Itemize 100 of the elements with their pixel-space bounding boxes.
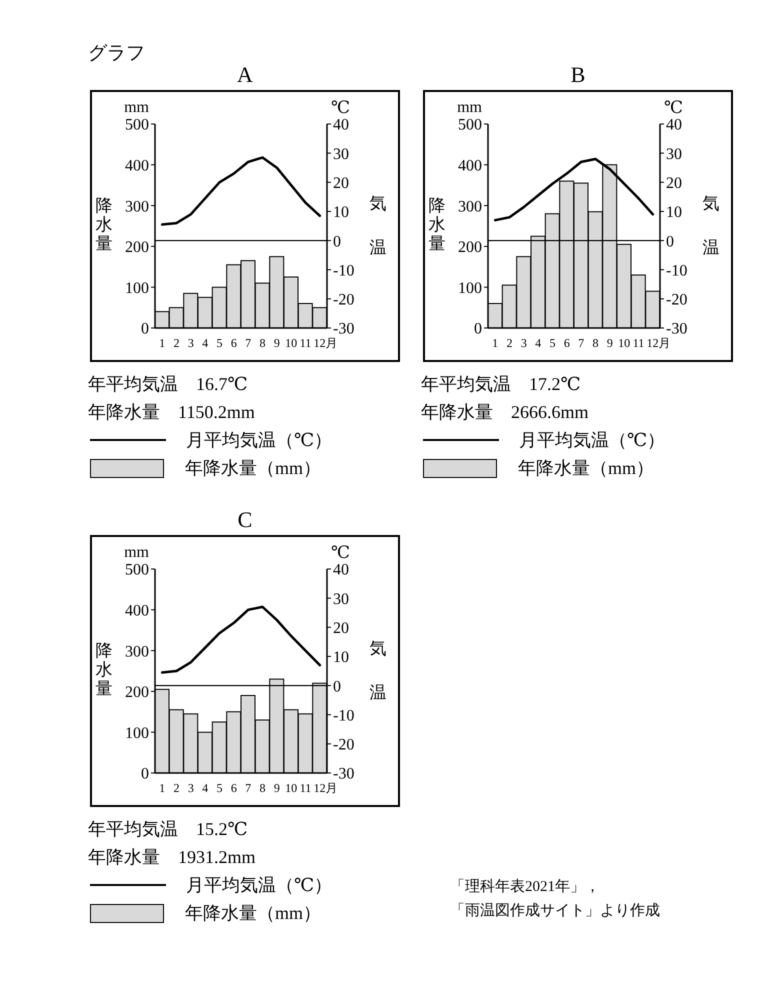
text: 「雨温図作成サイト」より作成 [450,902,660,921]
x-tick-label: 11 [632,336,644,350]
y-tick-label: 100 [458,280,482,297]
y2-tick-label: 30 [333,590,349,608]
y2-tick-label: 10 [666,204,682,222]
y2-tick-label: 20 [666,174,682,192]
text: mm [124,99,149,117]
y2-tick-label: 40 [666,116,682,134]
x-tick-label: 10 [285,781,298,795]
y2-tick-label: -20 [333,736,354,754]
y-tick-label: 0 [141,320,149,338]
x-tick-label: 12月 [314,781,338,795]
y2-tick-label: -30 [333,320,354,338]
text: 「理科年表2021年」， [450,878,601,897]
x-tick-label: 7 [245,781,252,795]
y2-tick-label: -10 [333,707,354,724]
y2-tick-label: 30 [666,146,682,163]
x-tick-label: 1 [492,336,498,350]
line-series [160,156,322,226]
legend-label: 年降水量（mm） [185,902,322,925]
y2-tick-label: 30 [333,146,349,163]
y2-tick-label: -20 [666,292,688,309]
x-tick-label: 4 [535,336,542,350]
y2-tick-label: 40 [333,562,349,579]
x-tick-label: 9 [274,336,280,350]
y-tick-label: 200 [458,239,482,256]
legend-label: 月平均気温（℃） [186,874,332,897]
legend-label: 年降水量（mm） [518,457,654,480]
y2-tick-label: -10 [666,262,688,280]
y-tick-label: 0 [474,320,482,338]
text: 年平均気温 16.7℃ [88,373,249,396]
y2-tick-label: -10 [333,262,354,280]
x-tick-label: 2 [506,336,512,350]
y2-tick-label: 10 [333,204,349,222]
text: 年降水量 2666.6mm [421,401,590,424]
x-tick-label: 1 [159,781,166,795]
y-tick-label: 300 [125,643,149,660]
y2-tick-label: -30 [666,320,688,338]
x-tick-label: 4 [202,781,208,795]
text: 気温 [370,194,386,257]
x-tick-label: 7 [578,336,584,350]
y-tick-label: 100 [125,280,149,297]
x-tick-label: 8 [592,336,598,350]
y-tick-label: 200 [125,684,149,702]
text: mm [124,544,149,562]
x-tick-label: 11 [300,336,312,350]
y2-tick-label: 10 [333,649,349,666]
x-tick-label: 8 [260,336,266,350]
x-tick-label: 2 [174,336,180,350]
y-axis-title: 降水量 [95,641,113,698]
y-tick-label: 300 [125,198,149,216]
x-tick-label: 5 [216,336,222,350]
y2-tick-label: -30 [333,766,354,783]
x-tick-label: 6 [564,336,570,350]
y-tick-label: 100 [125,724,149,742]
text: 年降水量 1931.2mm [88,846,257,869]
x-tick-label: 8 [260,781,266,795]
y2-tick-label: 20 [333,620,349,637]
y-tick-label: 200 [125,239,149,256]
x-tick-label: 4 [202,336,208,350]
y-tick-label: 400 [458,157,482,174]
y2-tick-label: 40 [333,116,349,134]
y-axis-title: 降水量 [95,196,113,253]
x-tick-label: 5 [216,781,222,795]
x-tick-label: 9 [274,781,280,795]
y-tick-label: 500 [458,116,482,134]
x-tick-label: 3 [188,336,194,350]
x-tick-label: 12月 [314,336,338,350]
x-tick-label: 10 [618,336,630,350]
y-tick-label: 500 [125,562,149,579]
legend-label: 年降水量（mm） [185,457,322,480]
text: mm [457,99,482,117]
chart-title: B [570,62,586,88]
line-series [160,606,322,674]
text: 気温 [702,194,720,257]
x-tick-label: 9 [606,336,613,350]
y-tick-label: 400 [125,157,149,174]
y-tick-label: 0 [141,766,149,783]
x-tick-label: 6 [230,336,237,350]
x-tick-label: 12月 [646,336,671,350]
text: ℃ [331,543,350,562]
x-tick-label: 3 [520,336,527,350]
x-tick-label: 3 [188,781,194,795]
x-tick-label: 1 [159,336,166,350]
y-tick-label: 300 [458,198,482,216]
y-axis-title: 降水量 [428,196,446,253]
x-tick-label: 5 [550,336,556,350]
y-tick-label: 400 [125,602,149,620]
y-tick-label: 500 [125,116,149,134]
y2-tick-label: 0 [666,233,674,250]
x-tick-label: 6 [230,781,237,795]
y2-tick-label: 20 [333,174,349,192]
y2-tick-label: 0 [333,678,341,696]
x-tick-label: 7 [245,336,252,350]
y2-tick-label: 0 [333,233,341,250]
x-tick-label: 2 [174,781,180,795]
x-tick-label: 11 [300,781,312,795]
chart-title: C [236,507,254,533]
chart-title: A [237,62,253,87]
y2-tick-label: -20 [333,292,354,309]
